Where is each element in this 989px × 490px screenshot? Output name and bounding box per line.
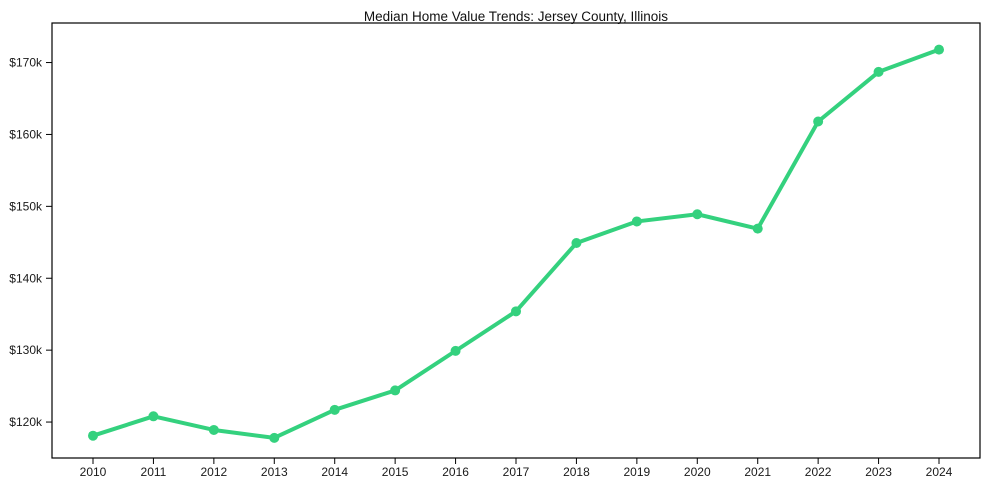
y-tick-label: $160k [9, 128, 43, 142]
data-point [752, 223, 763, 234]
data-point [873, 66, 884, 77]
data-point [208, 424, 219, 435]
y-tick-label: $130k [9, 343, 43, 357]
x-tick-label: 2016 [442, 465, 469, 479]
plot-area: $120k $130k $140k $150k $160k $170k 2010 2011 20… [9, 22, 981, 479]
x-tick-label: 2013 [261, 465, 288, 479]
x-tick-label: 2021 [744, 465, 771, 479]
data-point [148, 411, 159, 422]
data-point [390, 385, 401, 396]
y-tick-label: $140k [9, 271, 43, 285]
data-point [269, 432, 280, 443]
data-point [934, 44, 944, 55]
data-point [571, 238, 582, 249]
x-tick-label: 2011 [141, 465, 167, 479]
y-tick-label: $170k [9, 56, 43, 70]
data-point [450, 345, 461, 356]
x-tick-label: 2018 [563, 465, 590, 479]
x-tick-label: 2012 [201, 465, 228, 479]
data-point [692, 209, 703, 220]
chart-title: Median Home Value Trends: Jersey County,… [364, 9, 668, 24]
data-point [631, 216, 642, 227]
x-tick-label: 2024 [926, 465, 953, 479]
x-tick-label: 2019 [624, 465, 651, 479]
x-tick-label: 2010 [80, 465, 107, 479]
x-tick-label: 2023 [865, 465, 892, 479]
data-point [88, 430, 98, 441]
x-tick-label: 2022 [805, 465, 832, 479]
x-tick-label: 2017 [503, 465, 530, 479]
data-point [813, 116, 824, 127]
x-tick-label: 2020 [684, 465, 711, 479]
data-point [511, 306, 521, 317]
x-tick-label: 2014 [321, 465, 348, 479]
x-tick-label: 2015 [382, 465, 409, 479]
y-tick-label: $120k [9, 415, 43, 429]
y-tick-label: $150k [9, 199, 43, 213]
data-point [329, 404, 340, 415]
